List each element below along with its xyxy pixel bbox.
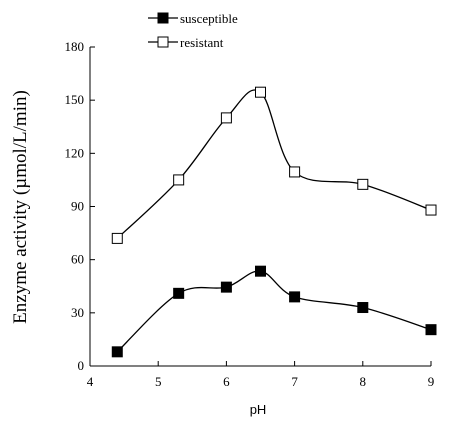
- x-tick-label: 7: [291, 374, 298, 389]
- y-tick-label: 150: [65, 92, 85, 107]
- data-point-susceptible: [111, 346, 123, 358]
- x-tick-label: 4: [87, 374, 94, 389]
- data-point-resistant: [173, 174, 185, 186]
- x-tick-label: 8: [360, 374, 367, 389]
- legend-entry-susceptible: susceptible: [148, 11, 238, 26]
- y-tick-label: 120: [65, 145, 85, 160]
- data-point-resistant: [357, 178, 369, 190]
- data-point-susceptible: [425, 324, 437, 336]
- data-point-resistant: [255, 86, 266, 98]
- y-tick-label: 90: [71, 199, 84, 214]
- data-point-resistant: [220, 112, 232, 124]
- series-markers: [111, 86, 437, 358]
- series-lines: [116, 89, 432, 353]
- data-point-susceptible: [255, 265, 266, 277]
- x-tick-label: 6: [223, 374, 230, 389]
- legend-entry-resistant: resistant: [148, 35, 224, 50]
- x-axis-label: pH: [250, 402, 267, 417]
- y-tick-label: 180: [65, 39, 85, 54]
- legend-marker-resistant: [157, 36, 169, 48]
- y-tick-label: 30: [71, 305, 84, 320]
- series-line-susceptible: [116, 270, 432, 353]
- data-point-susceptible: [173, 287, 185, 299]
- legend: susceptible resistant: [148, 11, 238, 50]
- data-point-resistant: [289, 166, 301, 178]
- legend-marker-susceptible: [157, 12, 169, 24]
- data-point-resistant: [425, 204, 437, 216]
- data-point-resistant: [111, 232, 123, 244]
- x-tick-label: 5: [155, 374, 162, 389]
- y-axis-label: Enzyme activity (µmol/L/min): [10, 90, 31, 324]
- data-point-susceptible: [289, 291, 301, 303]
- y-tick-label: 60: [71, 252, 84, 267]
- series-line-resistant: [116, 89, 432, 239]
- data-point-susceptible: [357, 302, 369, 314]
- x-ticks: 4 5 6 7 8 9: [87, 361, 435, 389]
- x-tick-label: 9: [428, 374, 435, 389]
- data-point-susceptible: [220, 281, 232, 293]
- y-tick-label: 0: [78, 358, 85, 373]
- legend-label-susceptible: susceptible: [180, 11, 238, 26]
- legend-label-resistant: resistant: [180, 35, 224, 50]
- y-ticks: 0 30 60 90 120 150 180: [65, 39, 95, 373]
